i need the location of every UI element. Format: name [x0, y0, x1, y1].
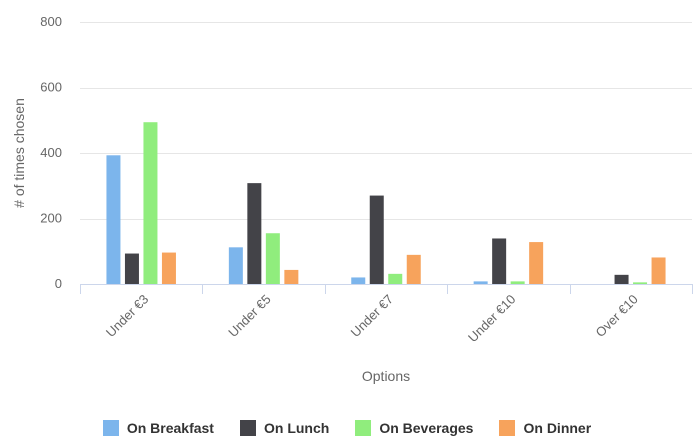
- x-tick-label: Under €7: [348, 292, 396, 340]
- legend-item-on-beverages[interactable]: On Beverages: [355, 420, 473, 436]
- bars: [106, 122, 666, 284]
- legend-label: On Lunch: [263, 420, 330, 436]
- x-tick-label: Under €3: [103, 292, 151, 340]
- legend-label: On Beverages: [379, 420, 474, 436]
- bar-on-lunch[interactable]: [247, 183, 262, 284]
- bar-on-beverages[interactable]: [510, 281, 525, 284]
- x-tick-label: Over €10: [592, 292, 640, 340]
- bar-on-dinner[interactable]: [529, 242, 544, 284]
- bar-on-beverages[interactable]: [633, 282, 648, 284]
- gridlines: [80, 22, 692, 220]
- y-tick-label: 600: [40, 80, 62, 95]
- x-tick-label: Under €10: [465, 292, 519, 346]
- bar-on-dinner[interactable]: [161, 252, 176, 284]
- legend-item-on-dinner[interactable]: On Dinner: [499, 420, 591, 436]
- bar-on-breakfast[interactable]: [473, 281, 488, 284]
- legend-item-on-lunch[interactable]: On Lunch: [239, 420, 330, 436]
- legend-swatch: [102, 420, 119, 436]
- y-tick-label: 800: [40, 14, 62, 29]
- legend-item-on-breakfast[interactable]: On Breakfast: [102, 420, 214, 436]
- legend-label: On Dinner: [523, 420, 592, 436]
- legend-swatch: [499, 420, 516, 436]
- bar-on-breakfast[interactable]: [351, 277, 366, 284]
- bar-on-lunch[interactable]: [369, 195, 384, 284]
- legend: On Breakfast On Lunch On Beverages On Dinne…: [0, 420, 694, 436]
- bar-on-dinner[interactable]: [284, 269, 299, 284]
- legend-swatch: [355, 420, 372, 436]
- y-tick-label: 200: [40, 211, 62, 226]
- y-tick-label: 0: [55, 276, 62, 291]
- bar-chart: 0 200 400 600 800 Under €3 Under €5 Under €7 Und…: [11, 14, 693, 384]
- bar-on-lunch[interactable]: [492, 238, 507, 284]
- bar-on-lunch[interactable]: [614, 274, 629, 284]
- legend-swatch: [239, 420, 256, 436]
- x-tick-label: Under €5: [225, 292, 273, 340]
- bar-on-beverages[interactable]: [265, 233, 280, 284]
- y-tick-label: 400: [40, 145, 62, 160]
- bar-on-dinner[interactable]: [651, 257, 666, 284]
- bar-on-lunch[interactable]: [124, 253, 139, 284]
- bar-on-beverages[interactable]: [143, 122, 158, 284]
- axes: 0 200 400 600 800 Under €3 Under €5 Under €7 Und…: [40, 14, 693, 346]
- bar-on-breakfast[interactable]: [106, 155, 121, 284]
- y-axis-title: # of times chosen: [11, 98, 27, 208]
- x-axis-title: Options: [362, 368, 410, 384]
- bar-on-dinner[interactable]: [406, 254, 421, 284]
- legend-label: On Breakfast: [126, 420, 214, 436]
- bar-on-beverages[interactable]: [388, 273, 403, 284]
- bar-on-breakfast[interactable]: [228, 247, 243, 284]
